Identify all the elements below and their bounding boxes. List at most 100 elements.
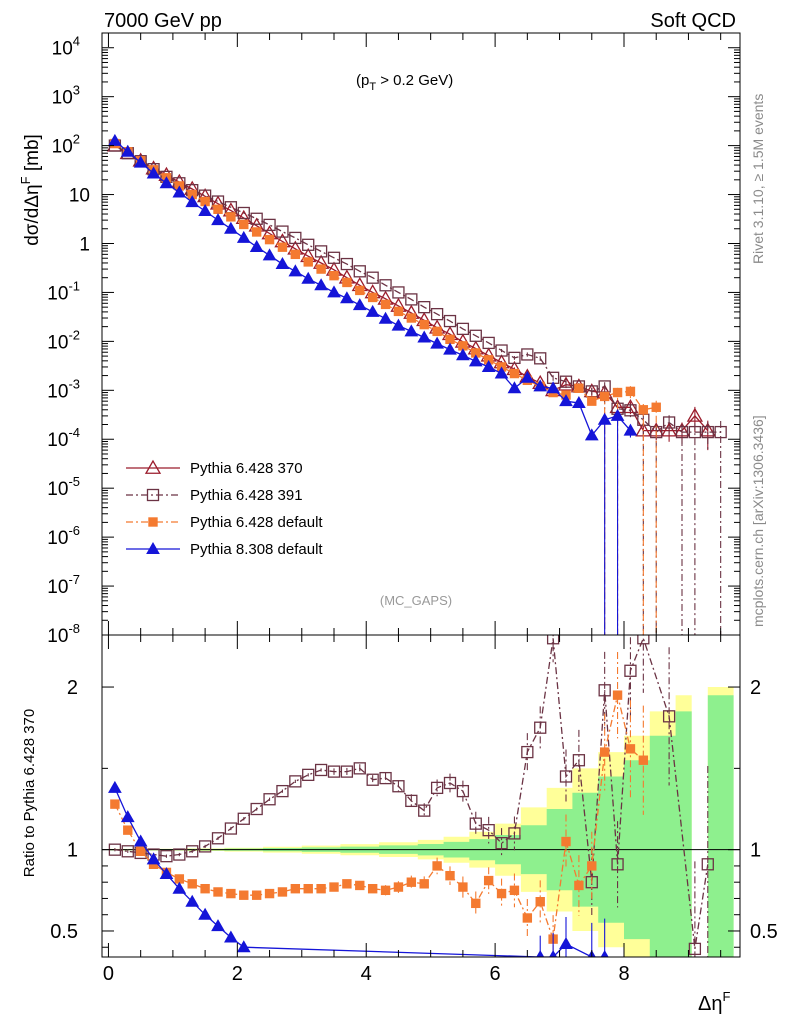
data-point — [494, 366, 509, 379]
y-tick-label: 1 — [79, 234, 90, 255]
ratio-point — [290, 883, 301, 894]
ratio-series-pythia-6-428-391 — [108, 635, 714, 957]
ratio-point — [637, 635, 650, 645]
data-point — [355, 285, 365, 296]
ratio-point — [469, 817, 482, 830]
ratio-point — [662, 710, 676, 723]
data-point — [327, 251, 341, 264]
ratio-point — [508, 827, 521, 840]
legend-entry: Pythia 6.428 391 — [126, 487, 303, 504]
data-point — [342, 277, 352, 288]
data-point — [289, 231, 302, 245]
data-point — [314, 245, 328, 258]
ratio-point — [546, 635, 560, 645]
main-panel: 10-8 10-7 10-6 10-5 10-4 10-3 10-2 10-1 1 10 102 10… — [47, 32, 741, 647]
ratio-point — [458, 882, 468, 892]
y-tick-label: 10-8 — [47, 621, 80, 647]
data-point — [482, 336, 495, 350]
legend-marker — [146, 541, 160, 554]
side-text-top: Rivet 3.1.10, ≥ 1.5M events — [750, 94, 766, 264]
y-tick-label: 103 — [52, 83, 80, 109]
data-point — [430, 307, 444, 321]
ratio-point — [534, 721, 547, 734]
ratio-point — [250, 802, 263, 816]
ratio-y-tick-label-right: 0.5 — [750, 921, 778, 943]
ratio-point — [121, 845, 134, 858]
data-point — [418, 301, 431, 314]
uncertainty-band-inner — [108, 695, 734, 957]
ratio-y-tick-label: 2 — [67, 677, 78, 699]
ratio-point — [159, 867, 174, 880]
data-point — [507, 381, 522, 394]
ratio-point — [380, 885, 391, 896]
data-point — [340, 257, 354, 271]
ratio-point — [611, 858, 624, 871]
legend-label: Pythia 6.428 default — [190, 514, 323, 531]
y-tick-label: 10-4 — [47, 425, 80, 451]
ratio-point — [211, 832, 225, 845]
y-tick-label: 10-6 — [47, 523, 80, 549]
data-point — [314, 278, 328, 291]
data-point — [651, 402, 661, 412]
ratio-point — [239, 890, 249, 900]
y-tick-label: 10-7 — [47, 572, 80, 598]
data-point — [675, 425, 689, 439]
ratio-point — [701, 858, 714, 871]
data-point — [237, 206, 250, 220]
ratio-point — [367, 883, 378, 894]
data-point — [508, 351, 521, 365]
ratio-point — [329, 882, 339, 892]
data-point — [584, 428, 599, 441]
data-point — [239, 219, 249, 230]
data-point — [392, 286, 405, 299]
data-point — [380, 299, 391, 310]
ratio-point — [456, 784, 470, 798]
data-point — [660, 422, 678, 437]
data-point — [443, 342, 457, 355]
data-point — [303, 257, 313, 267]
ratio-point — [226, 888, 236, 899]
ratio-series-pythia-6-428-default — [110, 651, 649, 957]
data-point — [288, 264, 303, 277]
ratio-point — [314, 763, 328, 777]
data-point — [172, 185, 187, 198]
data-point — [624, 404, 637, 417]
data-point — [393, 306, 404, 317]
y-axis-label-main: dσ/dΔηF [mb] — [18, 134, 43, 246]
ratio-point — [200, 883, 210, 894]
ratio-point — [393, 882, 404, 892]
data-point — [559, 375, 573, 388]
ratio-point — [123, 825, 133, 835]
header-left: 7000 GeV pp — [104, 10, 222, 32]
data-point — [249, 239, 264, 252]
ratio-point — [522, 913, 533, 923]
ratio-point — [599, 747, 610, 757]
data-point — [495, 344, 508, 357]
ratio-point — [355, 880, 365, 891]
x-tick-label: 4 — [361, 963, 372, 985]
ratio-point — [224, 822, 238, 835]
ratio-point — [445, 870, 455, 881]
ratio-point — [574, 880, 584, 891]
x-tick-label: 2 — [232, 963, 243, 985]
ratio-point — [482, 824, 495, 837]
analysis-label: (MC_GAPS) — [380, 593, 452, 608]
data-point — [263, 218, 276, 232]
ratio-point — [120, 810, 135, 823]
ratio-point — [236, 940, 251, 953]
data-point — [353, 265, 366, 278]
ratio-line — [114, 695, 644, 940]
data-point — [406, 313, 417, 323]
data-point — [250, 212, 263, 225]
ratio-point — [625, 744, 636, 754]
ratio-point — [638, 755, 649, 765]
ratio-point — [624, 664, 637, 677]
ratio-point — [521, 745, 534, 759]
series-pythia-8-308-default — [108, 133, 638, 635]
ratio-point — [405, 794, 418, 808]
data-point — [662, 416, 676, 429]
ratio-point — [213, 887, 223, 897]
data-point — [405, 293, 418, 306]
legend-entry: Pythia 8.308 default — [126, 541, 323, 558]
ratio-point — [276, 784, 289, 798]
